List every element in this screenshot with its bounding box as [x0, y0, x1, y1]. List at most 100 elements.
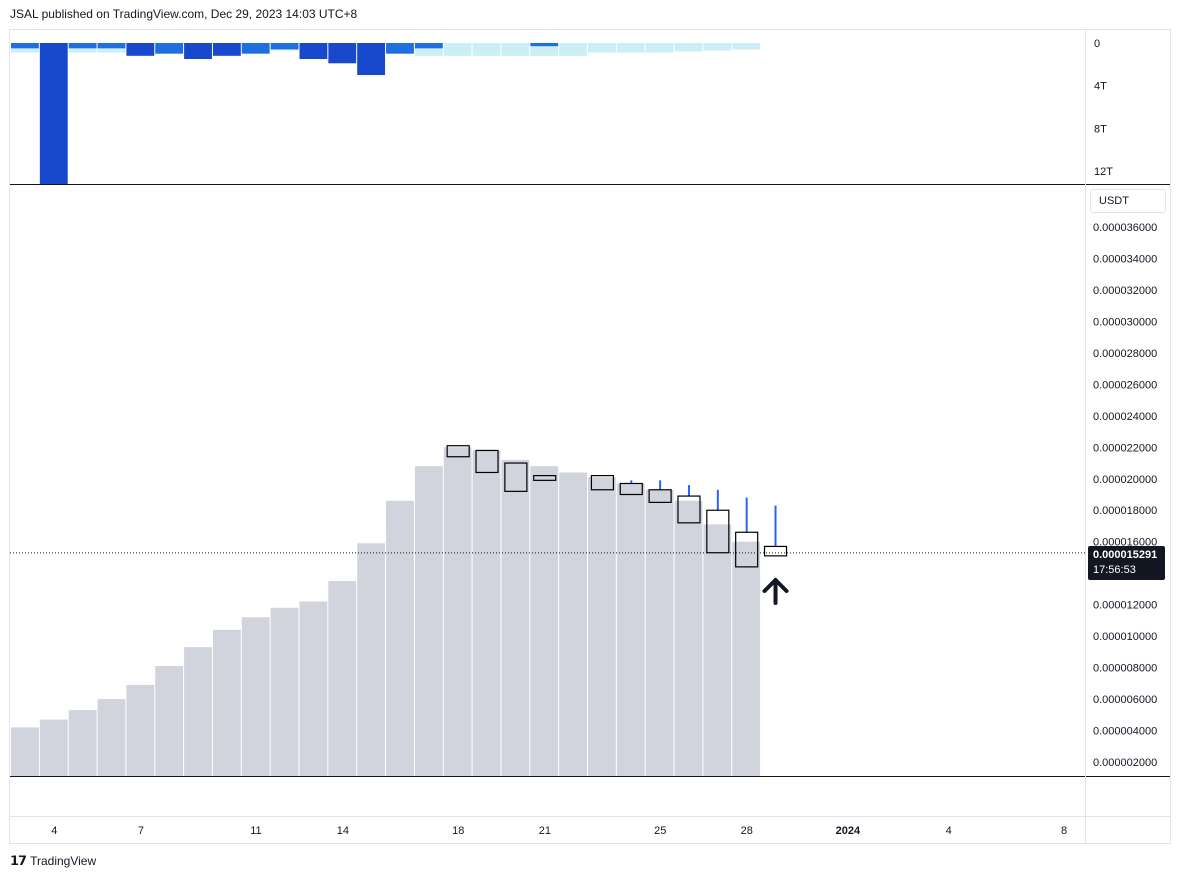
candle-body	[763, 545, 788, 557]
x-axis-tick: 18	[452, 825, 464, 837]
tradingview-logo-icon: 𝟭𝟳	[10, 853, 27, 868]
price-y-tick: 0.000026000	[1093, 379, 1157, 391]
volume-bar-light	[443, 43, 472, 56]
price-area-bar	[386, 500, 414, 776]
price-y-tick: 0.000032000	[1093, 285, 1157, 297]
volume-bar-light	[674, 43, 703, 52]
volume-bar-dark	[11, 43, 39, 49]
volume-bar-dark	[386, 43, 414, 54]
volume-bar-dark	[299, 43, 328, 60]
x-axis-tick: 7	[138, 825, 144, 837]
price-area-bar	[184, 647, 212, 776]
volume-y-tick: 0	[1094, 38, 1100, 50]
volume-bar-dark	[97, 43, 126, 49]
price-area-bar	[357, 543, 386, 776]
candle-body	[533, 475, 557, 481]
volume-panel	[11, 43, 761, 184]
x-axis-tick: 21	[539, 825, 551, 837]
volume-bar-light	[616, 43, 645, 53]
price-y-tick: 0.000036000	[1093, 222, 1157, 234]
price-y-tick: 0.000016000	[1093, 537, 1157, 549]
volume-bar-dark	[414, 43, 443, 49]
annotations	[762, 578, 789, 605]
x-axis-tick: 11	[250, 825, 261, 837]
volume-bar-light	[645, 43, 674, 53]
price-y-tick: 0.000008000	[1093, 663, 1157, 675]
brand-name: TradingView	[30, 854, 97, 868]
x-axis-tick: 8	[1061, 825, 1067, 837]
price-y-tick: 0.000010000	[1093, 631, 1157, 643]
price-y-tick: 0.000002000	[1093, 757, 1157, 769]
price-area-bar	[703, 524, 732, 776]
price-area-bar	[155, 666, 184, 776]
candle-body	[648, 489, 672, 503]
volume-bar-dark	[184, 43, 212, 60]
price-area-bar	[414, 466, 443, 776]
volume-bar-dark	[241, 43, 270, 54]
price-area-bar	[68, 710, 97, 776]
price-area	[11, 447, 761, 776]
price-area-bar	[501, 459, 530, 776]
price-y-tick: 0.000022000	[1093, 442, 1157, 454]
price-area-bar	[299, 601, 328, 776]
price-area-bar	[472, 450, 501, 776]
price-area-bar	[328, 581, 357, 776]
x-axis-tick: 2024	[836, 825, 861, 837]
price-y-tick: 0.000028000	[1093, 348, 1157, 360]
panel-separators	[10, 30, 1170, 843]
price-y-tick: 0.000006000	[1093, 694, 1157, 706]
price-y-tick: 0.000030000	[1093, 316, 1157, 328]
currency-unit-label: USDT	[1099, 195, 1129, 207]
currency-unit-button[interactable]: USDT	[1090, 189, 1166, 213]
volume-bar-light	[588, 43, 616, 53]
volume-bar-light	[501, 43, 530, 56]
bar-countdown: 17:56:53	[1093, 564, 1136, 576]
price-area-bar	[241, 617, 270, 776]
price-area-bar	[559, 472, 587, 776]
footer-brand[interactable]: 𝟭𝟳 TradingView	[10, 853, 96, 869]
price-area-bar	[616, 483, 645, 776]
volume-bar-dark	[530, 43, 559, 47]
volume-y-tick: 12T	[1094, 166, 1113, 178]
candle-body	[619, 482, 643, 496]
x-axis-tick: 28	[741, 825, 753, 837]
price-area-bar	[212, 629, 241, 776]
candle-body	[446, 445, 470, 458]
volume-bar-dark	[357, 43, 386, 76]
candle-body	[677, 495, 701, 524]
volume-bar-light	[559, 43, 587, 56]
price-y-tick: 0.000020000	[1093, 474, 1157, 486]
price-y-tick: 0.000012000	[1093, 600, 1157, 612]
volume-bar-dark	[68, 43, 97, 49]
candle-body	[706, 509, 730, 554]
arrow-up-annotation	[762, 578, 789, 605]
price-y-tick: 0.000004000	[1093, 726, 1157, 738]
price-area-bar	[588, 477, 616, 776]
x-axis-tick: 4	[51, 825, 57, 837]
volume-bar-dark	[126, 43, 155, 56]
volume-y-tick: 4T	[1094, 81, 1107, 93]
price-area-bar	[11, 727, 39, 776]
volume-bar-dark	[270, 43, 299, 50]
price-area-bar	[443, 447, 472, 776]
candle-body	[504, 462, 528, 492]
price-area-bar	[39, 719, 68, 776]
volume-bar-light	[472, 43, 501, 56]
publish-info: JSAL published on TradingView.com, Dec 2…	[10, 7, 358, 21]
candles	[446, 445, 788, 568]
price-area-bar	[732, 541, 761, 776]
price-y-tick: 0.000034000	[1093, 253, 1157, 265]
price-area-bar	[97, 699, 126, 776]
x-axis-tick: 14	[337, 825, 349, 837]
candle-body	[735, 531, 759, 568]
volume-bar-dark	[155, 43, 184, 54]
volume-bar-light	[703, 43, 732, 51]
volume-y-tick: 8T	[1094, 123, 1107, 135]
last-price-label: 0.000015291 17:56:53	[1088, 546, 1165, 580]
last-price-value: 0.000015291	[1093, 549, 1158, 561]
volume-bar-dark	[328, 43, 357, 64]
chart-frame	[9, 29, 1171, 844]
volume-bar-dark	[39, 43, 68, 184]
price-y-tick: 0.000018000	[1093, 505, 1157, 517]
